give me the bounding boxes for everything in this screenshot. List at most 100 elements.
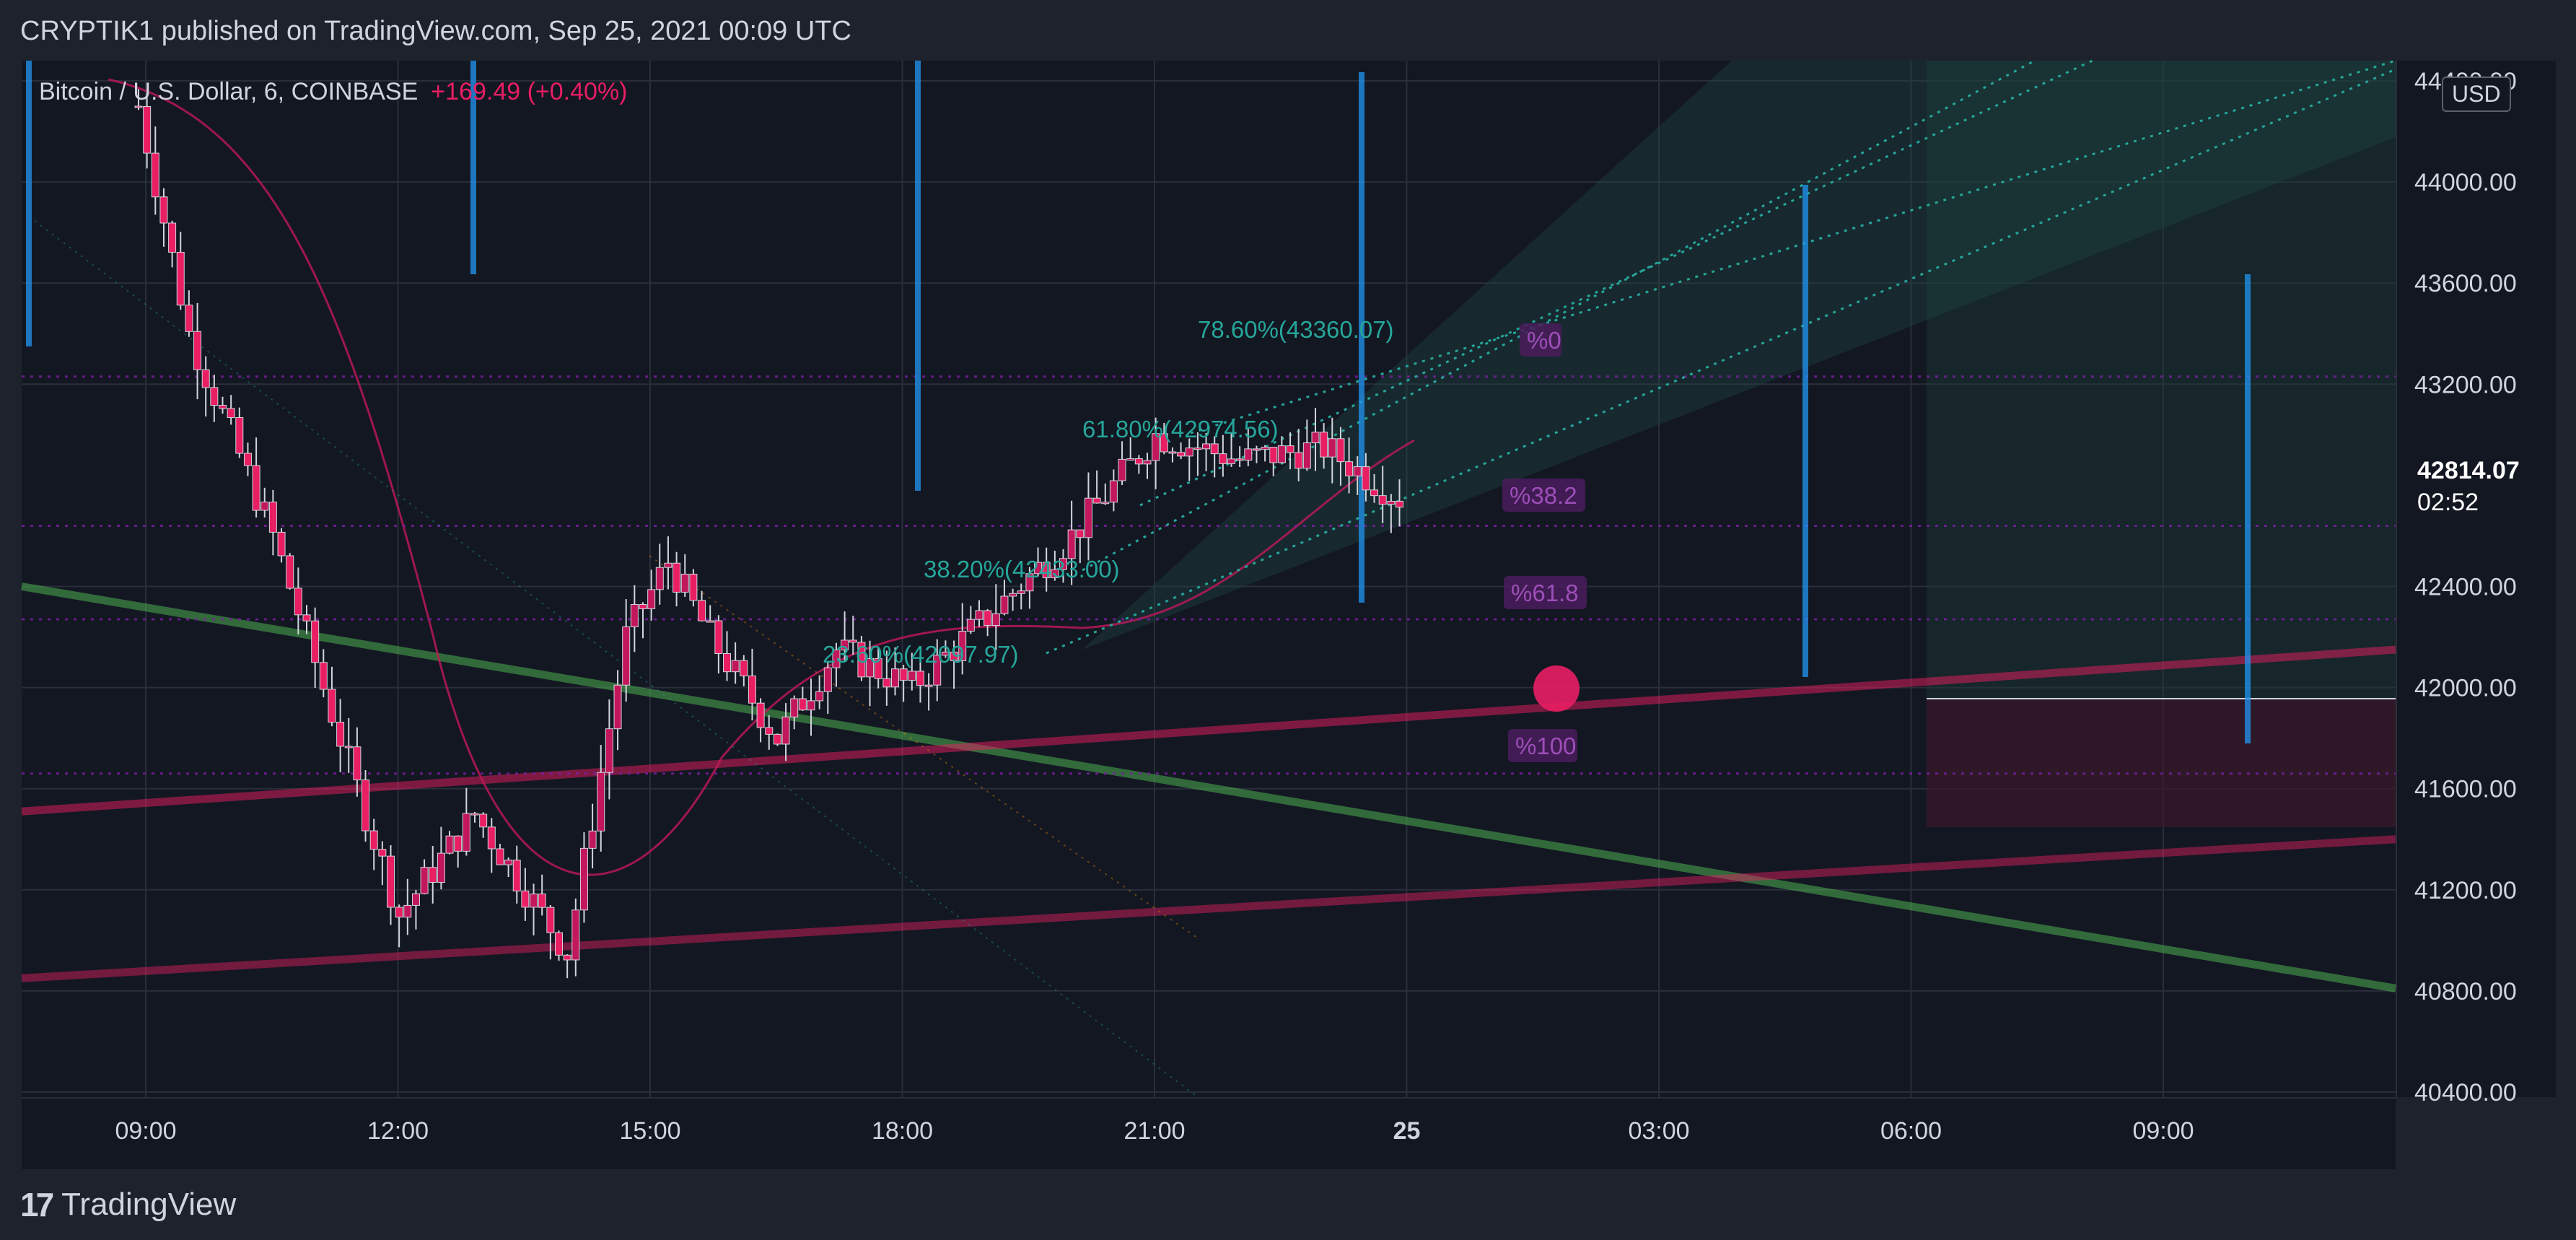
level-badge-bg [1520,323,1561,357]
time-tick-label: 25 [1393,1117,1421,1145]
footer: 17 TradingView [0,1169,2576,1240]
candle-body [1269,447,1278,463]
candle-body [235,417,244,454]
candle-body [260,502,269,511]
candle-body [1025,573,1034,592]
candle-body [193,331,202,370]
candle-body [1235,458,1244,461]
fib-ratio-label: 78.60%(43360.07) [1198,316,1394,343]
symbol-name[interactable]: Bitcoin / U.S. Dollar, 6, COINBASE [39,78,419,105]
candle-body [1387,500,1396,505]
candle-body [496,848,504,865]
level-badge-bg [1508,729,1577,762]
last-price-label: 42814.07 02:52 [2397,452,2554,521]
grid-lines [22,61,2396,1097]
candle-body [1286,445,1294,453]
candle-body [841,639,849,650]
candle-body [411,893,420,906]
candle-body [1185,447,1193,457]
candle-body [210,387,219,406]
candle-body [790,698,799,717]
candle-body [1134,458,1143,465]
price-tick-label: 42400.00 [2414,574,2517,601]
candle-body [655,567,664,590]
candle-body [1067,529,1076,559]
candle-body [429,867,437,883]
candle-body [311,620,320,663]
candle-body [1177,452,1186,457]
axis-labels: 44400.0044000.0043600.0043200.0042400.00… [115,68,2516,1145]
candle-body [1092,497,1101,504]
candle-body [168,222,177,253]
symbol-legend[interactable]: Bitcoin / U.S. Dollar, 6, COINBASE +169.… [39,78,628,106]
candle-body [639,604,647,609]
candle-body [698,600,706,621]
candle-body [555,932,563,956]
time-tick-label: 09:00 [115,1117,176,1145]
level-badge-label: %0 [1527,327,1561,354]
candle-body [159,196,168,224]
currency-badge[interactable]: USD [2442,77,2511,112]
candle-body [613,684,622,730]
price-tick-label: 41600.00 [2414,776,2517,803]
price-axis[interactable] [2396,61,2556,1097]
fib-ratio-label: 23.60%(42097.97) [823,641,1019,668]
candle-body [1160,433,1168,453]
price-tick-label: 42000.00 [2414,675,2517,702]
candle-body [1219,453,1227,464]
candle-body [1168,451,1177,454]
candle-body [319,662,328,690]
candle-body [277,531,286,556]
candle-body [546,907,555,933]
candle-body [151,152,159,198]
candle-body [1227,458,1235,464]
level-badge-bg [1502,479,1585,512]
candle-body [857,642,866,678]
candles [134,89,1403,979]
candle-body [1210,443,1219,455]
candle-body [387,855,395,908]
candle-body [1244,448,1253,461]
candle-body [420,867,429,894]
price-tick-label: 40400.00 [2414,1079,2517,1106]
candle-body [1320,432,1328,458]
candle-body [579,847,588,911]
candle-body [1202,443,1211,450]
candle-body [1277,445,1286,463]
profit-zone [1927,61,2396,699]
candle-body [378,849,387,857]
candle-body [1017,590,1025,594]
candle-body [991,613,1000,626]
time-axis[interactable] [22,1097,2396,1171]
candle-body [336,722,345,747]
candle-body [530,894,538,908]
candle-body [1000,595,1009,614]
candle-body [286,555,294,589]
stop-zone [1927,699,2396,827]
candle-body [689,573,698,601]
candle-body [437,852,445,883]
candle-body [563,954,571,961]
candle-body [454,835,463,852]
candle-body [176,251,185,306]
candle-body [983,610,992,626]
time-tick-label: 18:00 [872,1117,933,1145]
candle-body [1193,447,1202,450]
tradingview-logo[interactable]: 17 TradingView [20,1185,236,1224]
candle-body [899,668,908,681]
fib-channel-line [1190,59,2396,435]
bar-countdown: 02:52 [2417,489,2479,516]
pink-trendline-upper [21,645,2396,816]
green-trendline [21,582,2396,992]
candle-body [882,678,891,688]
candle-body [1076,529,1085,538]
candle-body [647,589,656,609]
candle-body [798,698,807,711]
candle-body [807,700,815,711]
trend-lines [21,78,2396,992]
candle-body [1084,497,1092,538]
candle-body [1152,433,1160,461]
price-tick-label: 40800.00 [2414,978,2517,1005]
candle-body [950,651,958,661]
candle-body [680,573,689,593]
